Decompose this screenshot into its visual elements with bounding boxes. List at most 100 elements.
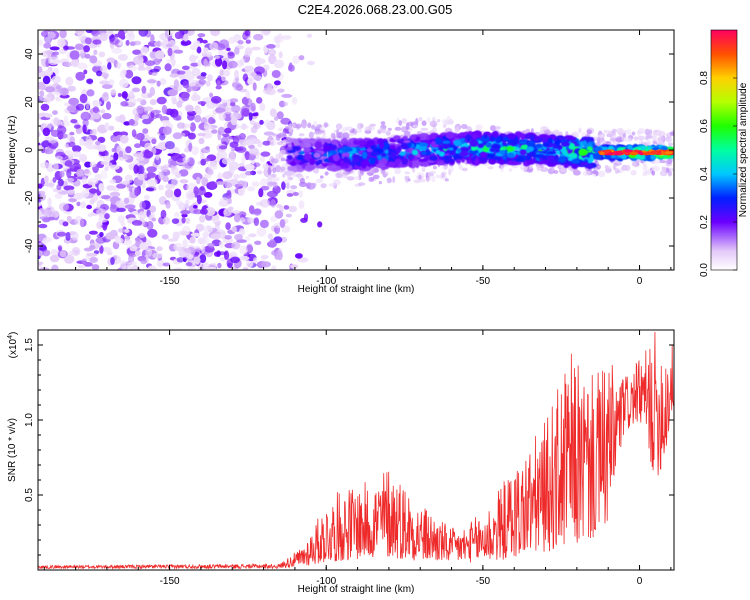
spectrogram-cell [134, 187, 140, 197]
spectrogram-cell [486, 142, 492, 148]
spectrogram-cell [57, 133, 68, 139]
spectrogram-cell [367, 125, 372, 131]
spectrogram-cell [197, 59, 202, 67]
spectrogram-cell [419, 142, 429, 147]
spectrogram-cell [101, 72, 110, 78]
spectrogram-cell [436, 119, 441, 123]
spectrogram-cell [272, 167, 276, 174]
spectrogram-cell [445, 131, 455, 139]
spectrogram-cell [118, 114, 126, 124]
spectrogram-cell [516, 157, 525, 161]
spectrogram-cell [139, 242, 149, 251]
spectrogram-cell [217, 130, 222, 141]
spectrogram-cell [316, 124, 322, 128]
spectrogram-cell [131, 129, 137, 138]
spectrogram-cell [292, 192, 299, 196]
spectrogram-cell [89, 199, 95, 205]
spectrogram-cell [611, 141, 617, 145]
spectrogram-cell [39, 90, 45, 97]
spectrogram-cell [68, 198, 77, 203]
spectrogram-cell [96, 70, 103, 77]
spectrogram-cell [630, 152, 639, 156]
spectrogram-cell [116, 62, 122, 69]
spectrogram-cell [111, 47, 123, 54]
spectrogram-cell [144, 60, 156, 66]
spectrogram-cell [76, 201, 81, 207]
spectrogram-cell [483, 134, 488, 139]
spectrogram-cell [162, 126, 172, 135]
spectrogram-cell [145, 187, 155, 192]
spectrogram-cell [113, 152, 119, 161]
spectrogram-cell [109, 191, 121, 197]
spectrogram-cell [181, 213, 188, 218]
spectrogram-cell [378, 181, 382, 185]
spectrogram-cell [469, 141, 478, 147]
spectrogram-cell [146, 79, 157, 84]
spectrogram-cell [244, 164, 255, 170]
colorbar-frame [710, 29, 738, 271]
spectrogram-cell [298, 200, 305, 210]
spectrogram-cell [106, 101, 111, 111]
spectrogram-cell [539, 134, 549, 138]
spectrogram-cell [355, 161, 361, 166]
spectrogram-cell [156, 96, 167, 105]
spectrogram-cell [404, 171, 410, 175]
spectrogram-cell [563, 162, 569, 169]
spectrogram-cell [171, 218, 180, 225]
spectrogram-cell [173, 267, 183, 270]
spectrogram-cell [48, 138, 57, 144]
spectrogram-cell [412, 167, 416, 173]
spectrogram-cell [134, 143, 142, 149]
spectrogram-cell [276, 111, 284, 120]
spectrogram-cell [44, 69, 54, 76]
spectrogram-cell [81, 258, 88, 265]
spectrogram-cell [143, 106, 154, 112]
spectrogram-cell [151, 109, 161, 114]
spectrogram-cell [86, 204, 92, 210]
spectrogram-cell [231, 241, 241, 250]
spectrogram-cell [98, 51, 106, 58]
spectrogram-cell [38, 250, 44, 257]
spectrogram-cell [596, 164, 601, 170]
snr-y-multiplier-close: ) [8, 332, 19, 335]
spectrogram-cell [274, 80, 281, 86]
spectrogram-cell [173, 49, 184, 54]
spectrogram-cell [268, 54, 277, 65]
spectrogram-cell [268, 48, 277, 56]
spectrogram-cell [119, 78, 129, 88]
spectrogram-cell [271, 177, 280, 182]
spectrogram-cell [244, 65, 254, 71]
spectrogram-cell [244, 47, 253, 55]
spectrogram-cell [242, 267, 249, 270]
spectrogram-cell [526, 146, 534, 153]
spectrogram-cell [595, 170, 599, 176]
spectrogram-cell [297, 257, 309, 263]
spectrogram-cell [109, 179, 116, 184]
spectrogram-cell [313, 152, 321, 159]
spectrogram-cell [338, 170, 344, 174]
spectrogram-cell [293, 146, 301, 151]
spectrogram-cell [283, 205, 290, 210]
spectrogram-cell [162, 262, 171, 267]
spectrogram-cell [637, 127, 646, 134]
spectrogram-cell [178, 169, 189, 177]
spectrogram-cell [96, 208, 107, 216]
spectrogram-cell [68, 97, 80, 106]
spectrogram-cell [326, 138, 332, 144]
spectrogram-cell [652, 140, 658, 145]
spectrogram-cell [381, 152, 387, 157]
spectrogram-cell [137, 66, 147, 71]
spectrogram-cell [560, 141, 570, 147]
spectrogram-cell [239, 255, 250, 261]
snr-x-axis-label: Height of straight line (km) [298, 584, 415, 595]
spectrogram-cell [223, 107, 233, 115]
spectrogram-cell [239, 228, 245, 236]
spectrogram-cell [281, 35, 292, 40]
spectrogram-cell [555, 139, 561, 147]
spectrogram-cell [40, 103, 50, 111]
spectrogram-cell [159, 133, 166, 141]
spectrogram-y-tick-label: 20 [24, 96, 35, 108]
spectrogram-cell [106, 57, 116, 64]
spectrogram-cell [66, 189, 76, 195]
spectrogram-cell [299, 177, 305, 184]
